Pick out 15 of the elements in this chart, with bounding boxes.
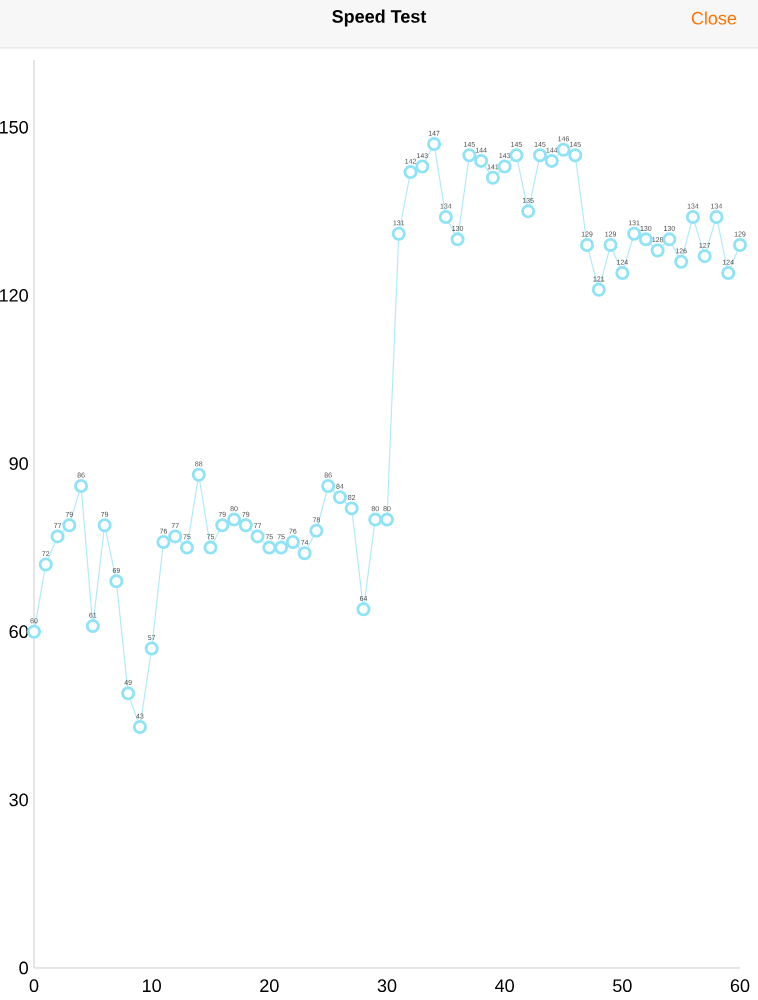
x-tick-label: 20 xyxy=(260,979,279,993)
x-tick-label: 40 xyxy=(495,979,514,993)
x-tick-label: 60 xyxy=(730,979,750,993)
x-tick-label: 50 xyxy=(613,979,632,993)
y-tick-label: 120 xyxy=(0,289,28,302)
y-tick-label: 150 xyxy=(0,120,28,134)
y-tick-label: 0 xyxy=(19,961,28,975)
y-tick-label: 60 xyxy=(9,625,28,639)
x-tick-label: 0 xyxy=(29,979,39,993)
chart-title: Speed Test xyxy=(332,9,427,27)
y-tick-label: 90 xyxy=(9,457,28,470)
y-tick-label: 30 xyxy=(9,793,28,807)
x-tick-label: 30 xyxy=(377,979,397,993)
x-tick-label: 10 xyxy=(143,979,161,993)
text: Close xyxy=(691,11,737,25)
